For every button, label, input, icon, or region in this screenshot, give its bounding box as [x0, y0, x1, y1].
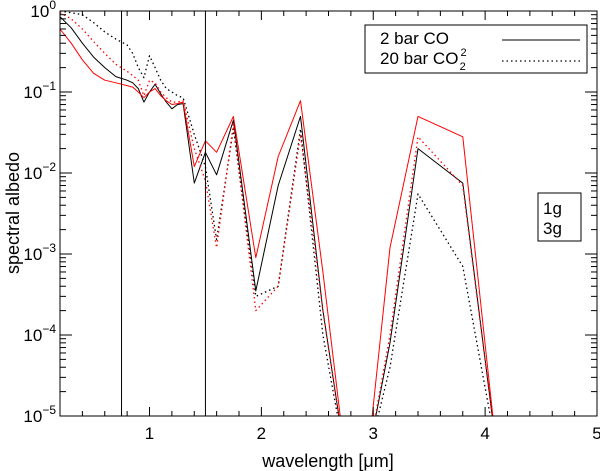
x-tick-label-1: 2	[257, 424, 266, 443]
gravity-legend: 1g 3g	[537, 192, 582, 242]
y-axis-label: spectral albedo	[3, 152, 23, 274]
series-line-2	[60, 11, 492, 416]
x-axis: 1 2 3 4 5	[59, 11, 600, 443]
x-tick-label-2: 3	[369, 424, 378, 443]
series-line-3	[60, 12, 493, 416]
y-tick-label-1: 10−4	[23, 322, 56, 345]
x-tick-label-0: 1	[145, 424, 154, 443]
y-tick-label-2: 10−3	[23, 241, 56, 264]
y-tick-label-3: 10−2	[23, 160, 56, 183]
legend-label-3g: 3g	[543, 219, 562, 238]
x-tick-label-4: 5	[592, 424, 600, 443]
series-line-0	[60, 16, 493, 416]
legend-label-co: 2 bar CO	[380, 29, 449, 48]
x-axis-label: wavelength [μm]	[261, 451, 393, 471]
series-layer	[60, 11, 494, 416]
legend-co2-sup: 2	[460, 47, 466, 59]
legend-co2-sub: 2	[460, 61, 466, 73]
legend-label-1g: 1g	[543, 199, 562, 218]
vertical-lines	[121, 11, 206, 416]
linestyle-legend-box	[364, 24, 588, 74]
y-tick-label-0: 10−5	[23, 403, 56, 426]
y-axis: 10−5 10−4 10−3 10−2 10−1 100	[23, 0, 597, 426]
y-tick-label-4: 10−1	[23, 79, 56, 102]
y-tick-label-5: 100	[30, 0, 56, 21]
legend-label-co2: 20 bar CO 2 2	[380, 47, 467, 73]
x-tick-label-3: 4	[480, 424, 489, 443]
gravity-legend-box	[537, 192, 582, 242]
linestyle-legend: 2 bar CO 20 bar CO 2 2	[364, 24, 588, 74]
series-line-1	[60, 28, 494, 416]
